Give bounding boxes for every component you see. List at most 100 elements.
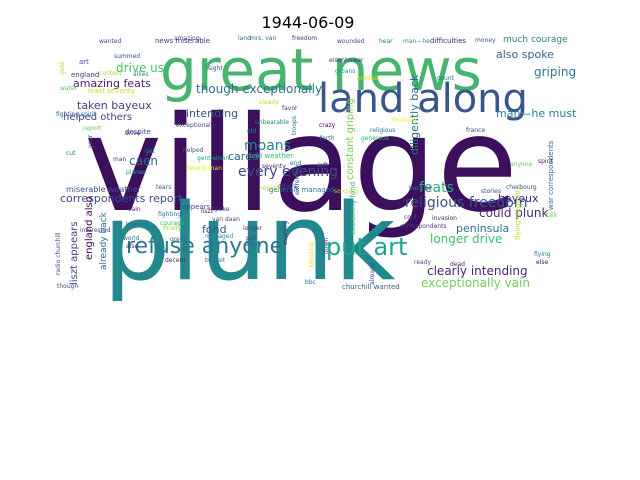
- word-though: though: [57, 283, 78, 290]
- word-peninsula: peninsula: [456, 222, 509, 235]
- word-land: land: [238, 35, 251, 42]
- word-constant-griping: constant griping: [345, 98, 356, 180]
- word-down: down: [323, 238, 330, 254]
- word-spirit: spirit: [538, 158, 554, 165]
- word-talk: talk: [546, 212, 558, 219]
- word-helped: helped: [183, 147, 204, 154]
- word-put: put: [246, 235, 257, 242]
- word-bad-weather: bad weather: [249, 152, 293, 160]
- word-courage: courage: [160, 220, 185, 227]
- word-put-art: put art: [326, 233, 407, 261]
- word-cut: cut: [66, 150, 76, 157]
- word-art: art: [79, 58, 89, 66]
- word-cared: cared: [228, 150, 259, 163]
- word-get: get: [145, 148, 156, 155]
- word-cherbourg: cherbourg: [506, 184, 537, 191]
- word-fond: fond: [202, 223, 227, 236]
- chart-title: 1944-06-09: [262, 13, 355, 32]
- word-religious-freedom: religious freedom: [405, 195, 528, 211]
- word-also-spoke: also spoke: [496, 48, 554, 61]
- word-drive-us: drive us: [116, 61, 164, 75]
- word-anyone: anyone: [510, 161, 533, 168]
- word-located: located: [126, 221, 148, 228]
- word-else: else: [536, 259, 548, 266]
- word-every: every: [245, 241, 262, 248]
- word-dead: dead: [450, 261, 465, 268]
- word-liszt: liszt: [201, 208, 214, 215]
- word-decent-man: decent man: [186, 165, 222, 172]
- word-amazing: amazing: [174, 35, 200, 42]
- word-drive: drive: [125, 130, 140, 137]
- word-count: count: [437, 75, 455, 82]
- word-moans: moans: [244, 138, 291, 154]
- word-others: others: [278, 183, 297, 190]
- word-crazy: crazy: [319, 122, 336, 129]
- word-land-along: land along: [318, 76, 528, 122]
- word-great-news: great news: [160, 36, 482, 104]
- word-sight: sight: [208, 65, 223, 72]
- word-old: old: [247, 128, 256, 135]
- word-exceptionally-vain: exceptionally vain: [421, 276, 530, 290]
- word-content: content: [99, 70, 123, 77]
- word-could-plunk: could plunk: [479, 206, 548, 220]
- word-man-he: man—he: [403, 38, 430, 45]
- word-every-evening: every evening: [238, 164, 338, 180]
- word-managed: managed: [205, 233, 234, 240]
- word-already: already: [369, 262, 376, 285]
- word-groans: groans: [335, 68, 355, 75]
- word-appears: appears: [182, 203, 211, 211]
- word-news-miserable: news miserable: [155, 37, 210, 45]
- word-man-he-must: man—he must: [496, 107, 577, 120]
- word-fighting-spirit: fighting spirit: [56, 111, 97, 118]
- word-england-also: england also: [84, 196, 95, 260]
- word-so-crazy: so crazy: [334, 188, 359, 195]
- word-much-courage: much courage: [503, 35, 568, 45]
- word-evening: evening: [282, 221, 289, 245]
- word-ready: ready: [414, 259, 432, 266]
- word-forth: forth: [320, 135, 335, 142]
- word-extremely: extremely: [294, 164, 301, 195]
- word-bbc: bbc: [305, 279, 316, 286]
- word-left: left: [318, 162, 328, 169]
- word-finally: finally: [163, 225, 182, 232]
- word-longer-drive: longer drive: [430, 232, 502, 246]
- word-cold: cold: [404, 214, 417, 221]
- word-england: england: [71, 71, 99, 79]
- word-favor: favor: [282, 105, 298, 112]
- word-generous: generous: [361, 135, 389, 142]
- word-clearly: clearly: [259, 99, 279, 106]
- word-decent: decent: [165, 257, 186, 264]
- word-amazing-feats: amazing feats: [73, 77, 151, 90]
- word-wounded: wounded: [337, 38, 365, 45]
- word-hear: hear: [379, 38, 393, 45]
- word-also: also: [126, 243, 138, 250]
- word-taken-bayeux: taken bayeux: [77, 99, 152, 112]
- word-thinking: thinking: [392, 117, 417, 124]
- word-bucket: bucket: [205, 257, 226, 264]
- word-religious: religious: [370, 127, 395, 134]
- word-liszt-appears: liszt appears: [69, 221, 80, 285]
- word-generals-managed: generals managed: [269, 186, 335, 194]
- word-correspondents: correspondents: [400, 223, 447, 230]
- word-seventy: seventy: [262, 163, 286, 170]
- word-extremely-fond: extremely fond: [349, 182, 357, 235]
- word-great: great: [170, 236, 187, 243]
- word-tears: tears: [156, 184, 171, 191]
- word-exceptionally: exceptionally: [176, 122, 216, 129]
- word-flying: flying: [534, 251, 551, 258]
- word-man: man: [113, 156, 127, 163]
- word-fighting: fighting: [158, 211, 181, 218]
- word-clearly-intending: clearly intending: [427, 264, 528, 278]
- word-water: water: [60, 85, 78, 92]
- word-caen: caen: [129, 154, 158, 168]
- word-report: report: [83, 125, 102, 132]
- word-least-seventy: least seventy: [88, 87, 135, 95]
- word-allies: allies: [133, 71, 149, 78]
- word-griping: griping: [534, 65, 576, 79]
- word-refuse: refuse: [413, 185, 432, 192]
- word-already-back: already back: [99, 211, 109, 270]
- word-refuse-anyone: refuse anyone: [126, 234, 283, 259]
- word-unbearable: unbearable: [255, 119, 289, 126]
